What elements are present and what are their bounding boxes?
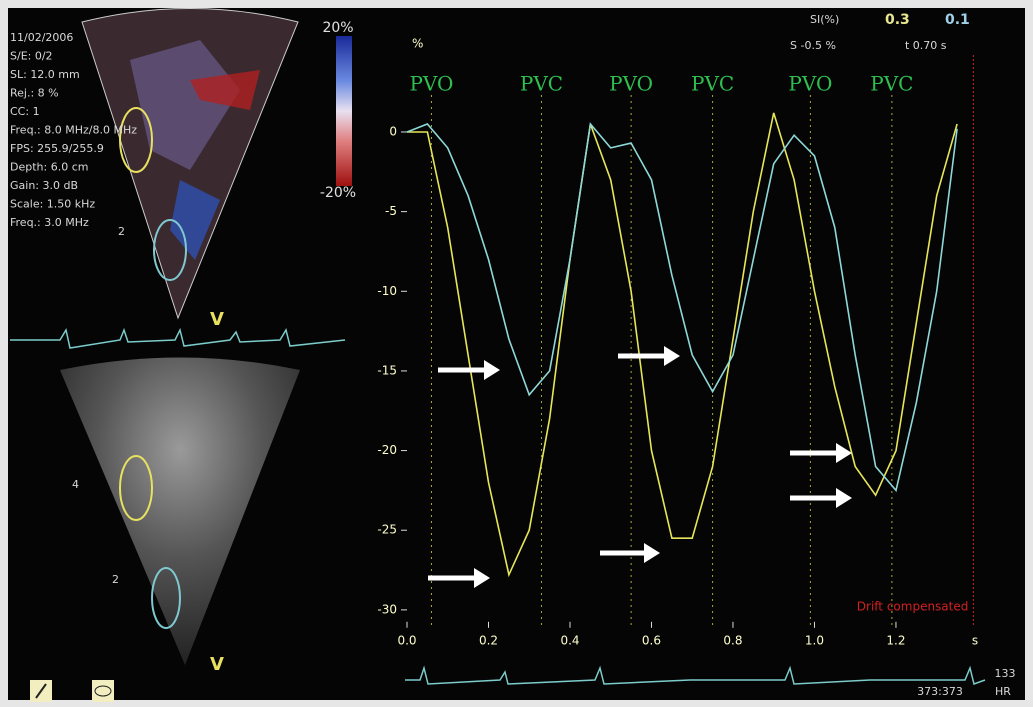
frame-counter: 373:373 [917, 685, 963, 698]
arrow-head [484, 360, 500, 380]
info-line: FPS: 255.9/255.9 [10, 142, 104, 155]
arrow-head [644, 543, 660, 563]
arrow-head [664, 346, 680, 366]
info-line: Rej.: 8 % [10, 87, 59, 100]
hr-value: 133 [995, 667, 1016, 680]
bmode-sector [60, 357, 300, 665]
hr-label: HR [995, 685, 1011, 698]
y-tick-label: -15 [377, 363, 397, 377]
info-line: CC: 1 [10, 105, 40, 118]
segment-label: 4 [72, 478, 79, 491]
plot: 0 -5 -10 -15 -20 -25 -30% 0.0 0.2 0.4 0.6 0.8 1.0 1.2… [377, 37, 978, 648]
si-value: 0.1 [945, 12, 970, 28]
x-tick-label: 1.2 [886, 633, 905, 647]
y-tick-label: -20 [377, 443, 397, 457]
info-line: SL: 12.0 mm [10, 68, 80, 81]
info-line: Freq.: 8.0 MHz/8.0 MHz [10, 124, 137, 137]
x-tick-label: 0.4 [560, 633, 579, 647]
y-axis-label: % [412, 37, 423, 51]
event-label: PVO [609, 72, 653, 96]
drift-label: Drift compensated [857, 600, 969, 614]
info-line: Depth: 6.0 cm [10, 161, 88, 174]
doppler-flow [190, 70, 260, 110]
info-line: Scale: 1.50 kHz [10, 198, 95, 211]
tool-icon [94, 685, 112, 697]
x-axis-label: s [972, 633, 978, 647]
event-label: PVC [870, 72, 913, 96]
tool-icon [35, 683, 47, 699]
strain-readout: S -0.5 % [790, 39, 836, 52]
roi [119, 107, 153, 173]
color-scale [336, 36, 352, 186]
info-line: Gain: 3.0 dB [10, 179, 78, 192]
arrow-head [474, 568, 490, 588]
ellipse-tool[interactable] [92, 680, 114, 702]
view-label: V [210, 654, 224, 675]
time-readout: t 0.70 s [905, 39, 947, 52]
x-tick-label: 0.0 [397, 633, 416, 647]
si-value: 0.3 [885, 12, 910, 28]
scale-label: 20% [322, 20, 353, 36]
roi [153, 219, 187, 281]
x-tick-label: 1.0 [805, 633, 824, 647]
x-tick-label: 0.6 [642, 633, 661, 647]
y-tick-label: 0 [389, 124, 397, 138]
si-label: SI(%) [810, 13, 839, 26]
segment-label: 2 [118, 225, 125, 238]
roi [151, 567, 181, 629]
strain-curve [407, 112, 958, 578]
ecg-trace [10, 327, 346, 349]
y-tick-label: -25 [377, 523, 397, 537]
y-tick-label: -5 [385, 204, 397, 218]
event-label: PVC [520, 72, 563, 96]
arrow-head [836, 443, 852, 463]
roi [119, 455, 153, 521]
event-label: PVO [788, 72, 832, 96]
x-tick-label: 0.2 [479, 633, 498, 647]
scale-label: -20% [320, 185, 356, 201]
event-label: PVO [409, 72, 453, 96]
view-label: V [210, 309, 224, 330]
segment-label: 2 [112, 573, 119, 586]
info-line: Freq.: 3.0 MHz [10, 216, 89, 229]
info-list: 11/02/2006 S/E: 0/2 SL: 12.0 mm Rej.: 8 % CC… [10, 31, 137, 229]
event-label: PVC [691, 72, 734, 96]
info-line: S/E: 0/2 [10, 50, 53, 63]
doppler-flow [170, 180, 220, 260]
ecg-trace [405, 665, 986, 685]
y-tick-label: -10 [377, 284, 397, 298]
strain-curve [406, 122, 958, 493]
x-tick-label: 0.8 [723, 633, 742, 647]
arrow-head [836, 488, 852, 508]
y-tick-label: -30 [377, 602, 397, 616]
doppler-flow [130, 40, 240, 170]
info-line: 11/02/2006 [10, 31, 73, 44]
